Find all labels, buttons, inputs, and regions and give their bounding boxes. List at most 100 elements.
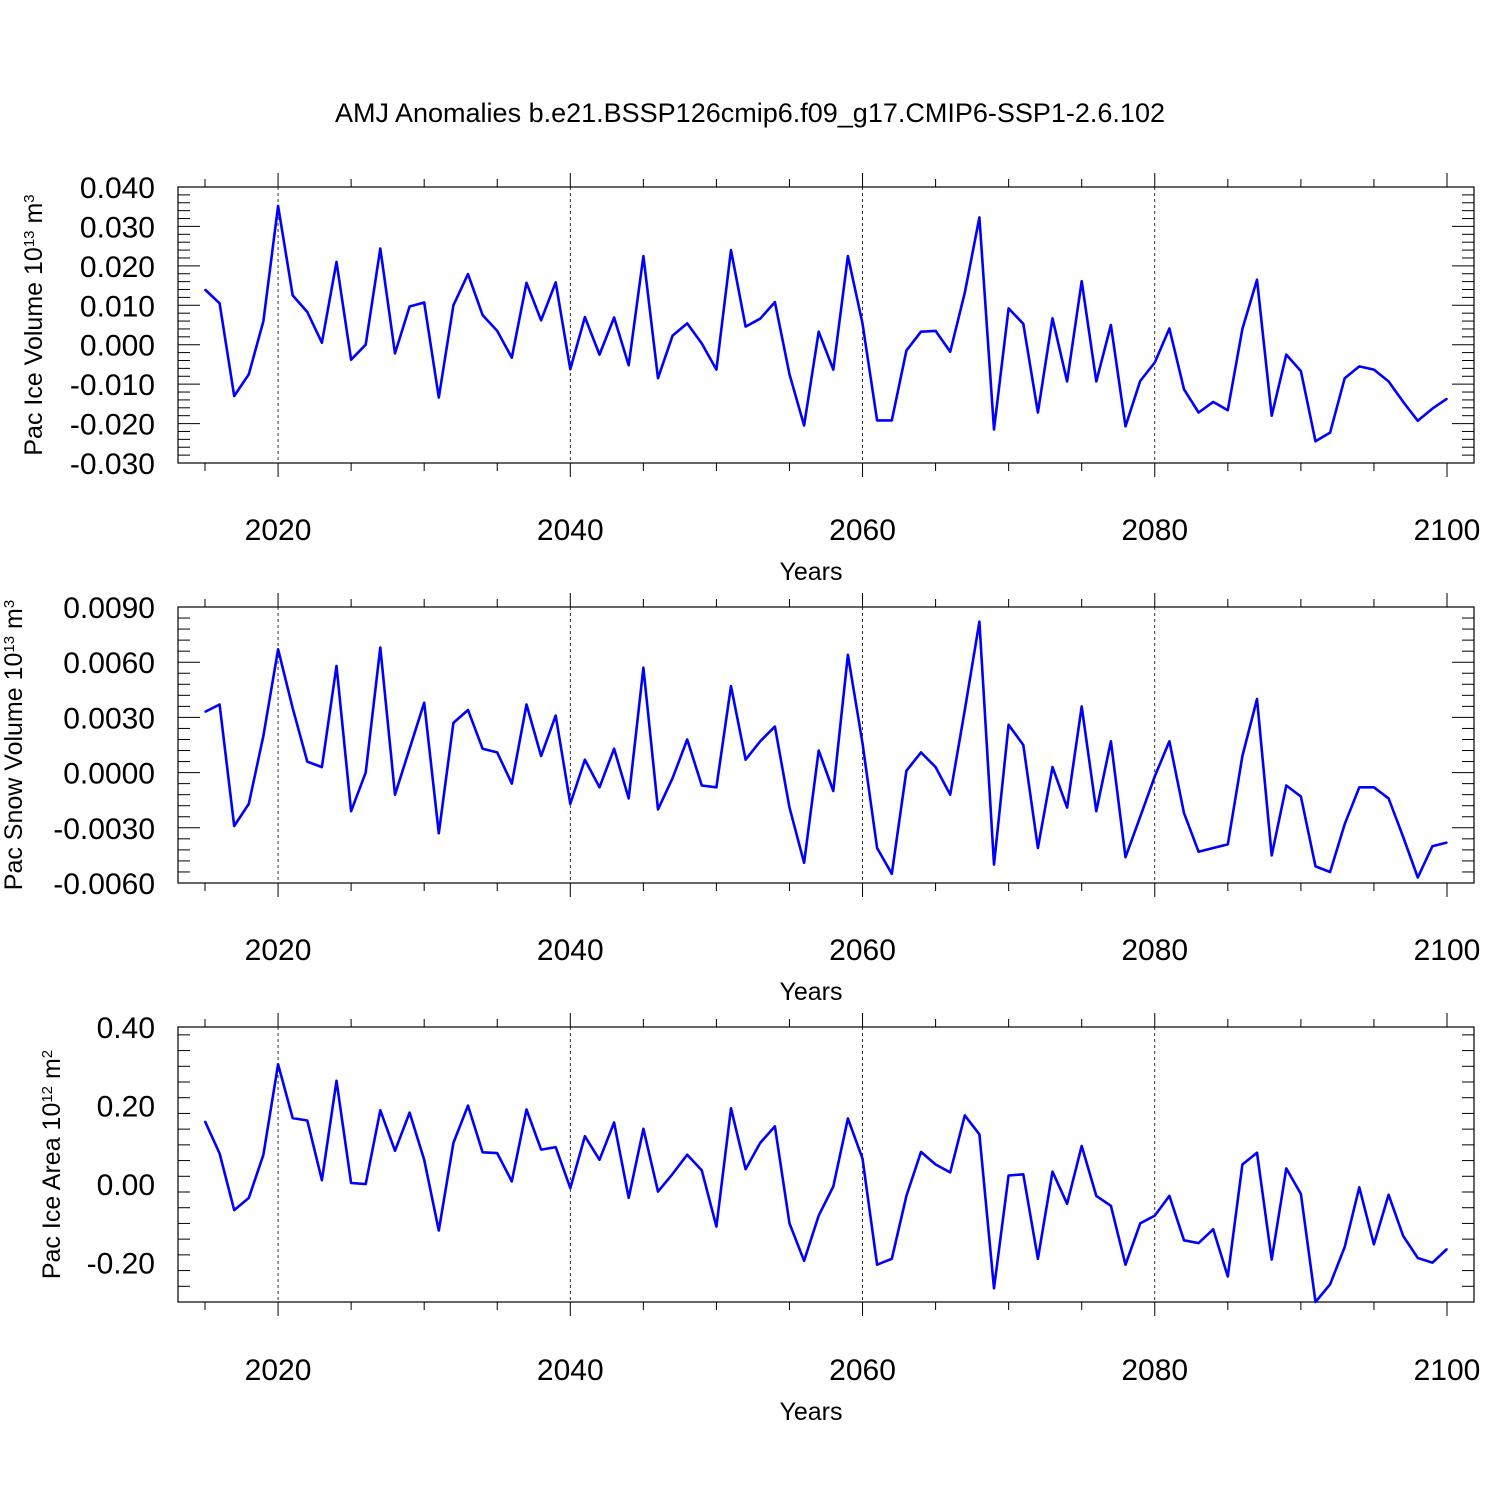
data-point xyxy=(1329,431,1331,434)
data-point xyxy=(394,1149,396,1152)
data-point xyxy=(1373,368,1375,371)
data-point xyxy=(1110,740,1112,743)
data-point xyxy=(876,1263,878,1266)
data-point xyxy=(364,771,367,774)
data-point xyxy=(1037,1257,1039,1260)
data-point xyxy=(1183,388,1185,391)
data-point xyxy=(262,735,265,737)
data-point xyxy=(1139,380,1141,382)
y-tick-label: 0.0060 xyxy=(63,647,155,680)
data-point xyxy=(964,709,966,711)
data-point xyxy=(277,1063,279,1066)
data-point xyxy=(248,1197,250,1199)
data-point xyxy=(1066,806,1068,809)
data-point xyxy=(1139,815,1141,818)
data-point xyxy=(291,707,294,709)
x-tick-label: 2100 xyxy=(1414,934,1481,967)
data-point xyxy=(1285,353,1288,356)
data-point xyxy=(759,740,762,743)
data-point xyxy=(452,1142,455,1144)
data-point xyxy=(1212,401,1215,403)
data-point xyxy=(1300,370,1302,372)
y-tick-label: 0.40 xyxy=(97,1012,155,1045)
data-point xyxy=(1051,317,1054,320)
data-point xyxy=(627,364,630,367)
data-point xyxy=(204,288,206,291)
data-point xyxy=(1168,327,1171,330)
data-point xyxy=(774,1125,776,1128)
data-point xyxy=(686,322,688,325)
data-point xyxy=(715,368,718,371)
data-point xyxy=(1037,411,1039,414)
data-point xyxy=(569,803,572,805)
data-point xyxy=(978,1133,981,1136)
data-point xyxy=(1066,1202,1068,1205)
data-point xyxy=(233,825,236,827)
panel-2: 2020 2040 2060 2080 2100 Years 0.0090 0.0060 0.0… xyxy=(0,592,1480,1006)
data-point xyxy=(1314,1301,1317,1303)
data-point xyxy=(730,1107,732,1110)
x-axis-title: Years xyxy=(779,558,842,586)
data-point xyxy=(1212,1228,1215,1231)
data-point xyxy=(803,1259,805,1262)
data-point xyxy=(1022,744,1025,746)
data-point xyxy=(511,1180,513,1183)
data-point xyxy=(1416,1257,1419,1259)
data-point xyxy=(1168,1195,1171,1197)
x-tick-label: 2020 xyxy=(245,934,312,967)
data-point xyxy=(1329,871,1331,873)
data-point xyxy=(1358,365,1361,368)
data-point xyxy=(1314,440,1317,443)
y-tick-label: -0.0030 xyxy=(53,813,155,846)
data-point xyxy=(1402,1235,1404,1237)
data-point xyxy=(1153,361,1156,364)
data-point xyxy=(978,620,981,623)
y-tick-label: -0.0060 xyxy=(53,868,155,901)
data-point xyxy=(218,703,221,706)
data-point xyxy=(423,301,425,304)
data-point xyxy=(1402,836,1404,838)
y-tick-label: 0.0030 xyxy=(63,702,155,735)
data-point xyxy=(817,1214,820,1217)
data-point xyxy=(774,725,776,728)
data-point xyxy=(306,760,309,763)
data-point xyxy=(1095,1195,1098,1197)
data-point xyxy=(1227,409,1229,411)
data-point xyxy=(1387,1193,1390,1196)
data-point xyxy=(730,685,732,687)
plot-frame xyxy=(177,1026,1475,1303)
data-point xyxy=(1343,823,1346,825)
data-point xyxy=(467,709,469,711)
data-point xyxy=(1095,380,1098,383)
x-tick-label: 2080 xyxy=(1121,514,1188,547)
data-point xyxy=(817,749,820,752)
data-point xyxy=(1343,1246,1346,1248)
data-point xyxy=(364,1183,367,1185)
data-point xyxy=(642,255,645,257)
data-point xyxy=(1358,1186,1361,1189)
data-point xyxy=(1227,843,1229,846)
data-point xyxy=(1051,766,1054,768)
data-point xyxy=(993,1287,995,1290)
data-point xyxy=(1241,328,1244,330)
data-point xyxy=(964,1114,966,1117)
data-point xyxy=(1431,845,1434,847)
data-point xyxy=(1124,425,1127,428)
data-point xyxy=(759,1142,762,1144)
data-point xyxy=(1197,850,1200,853)
data-point xyxy=(657,1190,659,1193)
data-point xyxy=(613,316,615,319)
data-point xyxy=(627,797,630,800)
data-point xyxy=(715,786,718,789)
data-point xyxy=(1241,755,1244,757)
data-point xyxy=(744,1168,747,1171)
data-point xyxy=(554,714,557,717)
data-point xyxy=(832,790,835,792)
data-point xyxy=(1022,1173,1025,1176)
data-point xyxy=(876,847,878,849)
data-point xyxy=(408,747,411,750)
y-tick-label: 0.00 xyxy=(97,1169,155,1202)
data-point xyxy=(481,747,484,750)
data-point xyxy=(335,1080,338,1082)
data-point xyxy=(218,302,221,305)
